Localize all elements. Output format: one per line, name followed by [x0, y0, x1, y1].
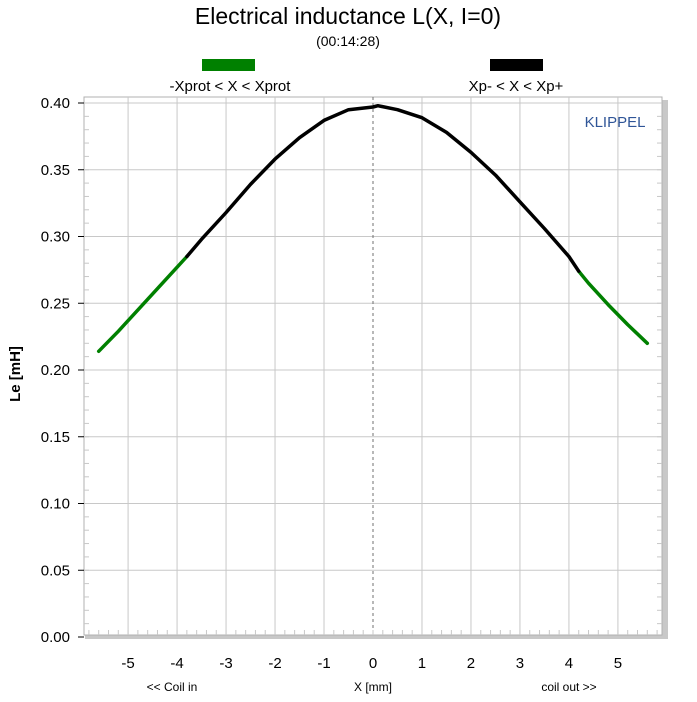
grid	[84, 97, 662, 635]
x-axis: -5 -4 -3 -2 -1 0 1 2 3 4 5	[121, 655, 622, 672]
minor-ticks	[84, 102, 662, 635]
x-axis-left-note: << Coil in	[147, 680, 198, 694]
x-axis-title: X [mm]	[354, 680, 392, 694]
y-tick-label: 0.00	[41, 629, 70, 646]
y-tick-label: 0.10	[41, 496, 70, 513]
plot-bottom-shadow	[85, 633, 668, 639]
plot-right-shadow	[662, 100, 668, 639]
x-tick-label: 0	[369, 655, 377, 672]
x-tick-label: -3	[219, 655, 232, 672]
x-tick-label: -5	[121, 655, 134, 672]
y-tick-label: 0.15	[41, 429, 70, 446]
y-tick-label: 0.35	[41, 162, 70, 179]
legend-swatch-series-0	[202, 59, 255, 71]
chart-subtitle: (00:14:28)	[316, 33, 380, 49]
y-tick-label: 0.25	[41, 295, 70, 312]
y-tick-label: 0.30	[41, 229, 70, 246]
watermark-label: KLIPPEL	[585, 114, 646, 131]
plot-area	[83, 96, 663, 636]
series-line-protected-left	[96, 254, 189, 354]
y-tick-label: 0.40	[41, 95, 70, 112]
x-tick-label: 2	[467, 655, 475, 672]
x-tick-label: 4	[565, 655, 573, 672]
y-axis: 0.00 0.05 0.10 0.15 0.20 0.25 0.30 0.35 0.40	[41, 95, 84, 646]
legend: -Xprot < X < Xprot Xp- < X < Xp+	[170, 59, 564, 95]
legend-label-series-1: Xp- < X < Xp+	[469, 78, 564, 95]
x-tick-label: -4	[170, 655, 183, 672]
x-tick-label: 5	[614, 655, 622, 672]
series-layer	[96, 103, 650, 354]
x-axis-right-note: coil out >>	[541, 680, 596, 694]
y-axis-title: Le [mH]	[7, 346, 24, 402]
x-tick-label: 1	[418, 655, 426, 672]
y-tick-label: 0.05	[41, 562, 70, 579]
series-line-protected-right	[576, 269, 650, 346]
y-tick-label: 0.20	[41, 362, 70, 379]
x-tick-label: -2	[268, 655, 281, 672]
chart-title: Electrical inductance L(X, I=0)	[195, 3, 501, 29]
x-tick-label: -1	[317, 655, 330, 672]
legend-label-series-0: -Xprot < X < Xprot	[170, 78, 292, 95]
x-tick-label: 3	[516, 655, 524, 672]
legend-swatch-series-1	[490, 59, 543, 71]
series-line-xp	[185, 103, 581, 273]
